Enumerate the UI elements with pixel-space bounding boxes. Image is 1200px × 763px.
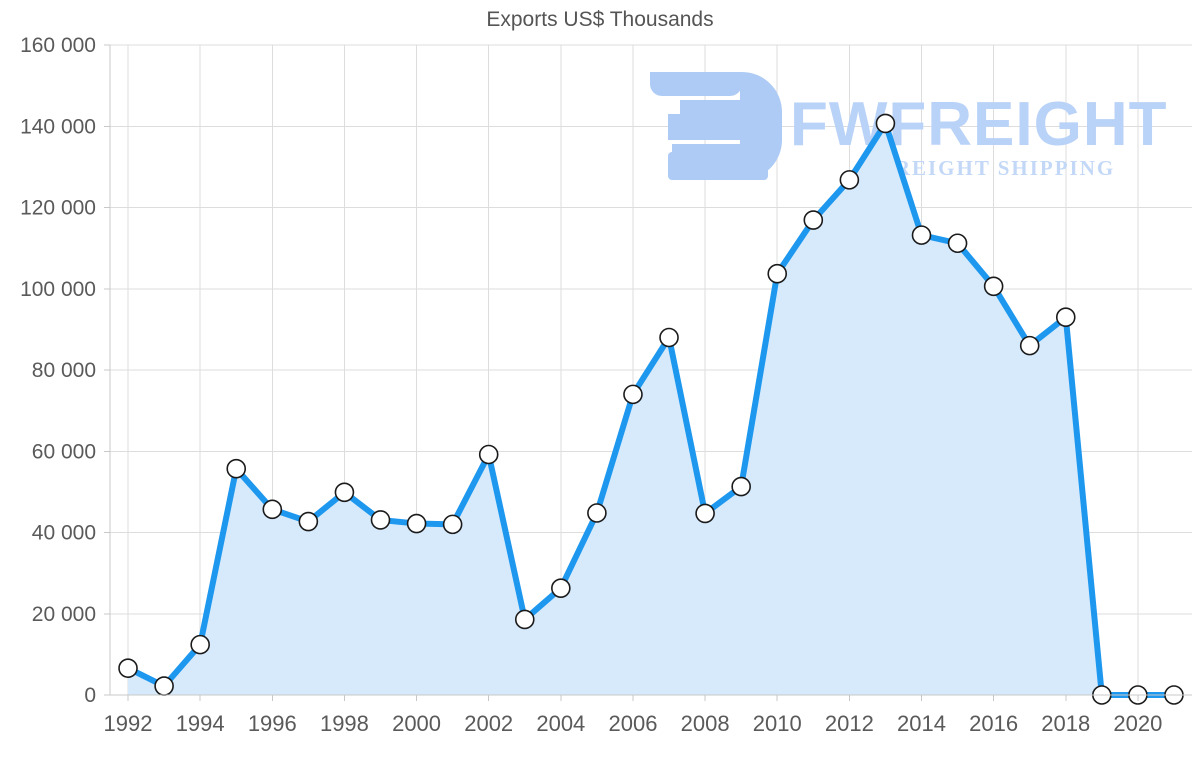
x-tick-label: 2002 xyxy=(464,711,513,736)
series-markers-group xyxy=(118,113,1184,705)
x-tick-label: 1996 xyxy=(248,711,297,736)
data-point-marker[interactable] xyxy=(154,676,174,696)
data-point-marker[interactable] xyxy=(226,458,247,479)
data-point-marker[interactable] xyxy=(442,514,463,535)
data-point-marker[interactable] xyxy=(298,511,319,532)
x-tick-label: 2004 xyxy=(536,711,585,736)
data-point-marker[interactable] xyxy=(406,513,427,534)
data-point-marker[interactable] xyxy=(118,658,138,678)
data-point-marker[interactable] xyxy=(695,503,715,524)
data-point-marker[interactable] xyxy=(875,113,896,134)
y-tick-label: 160 000 xyxy=(20,34,96,57)
data-point-marker[interactable] xyxy=(551,578,571,598)
data-point-marker[interactable] xyxy=(370,510,391,530)
x-tick-label: 2010 xyxy=(753,711,802,736)
logo-bar-middle xyxy=(668,114,782,140)
data-point-marker[interactable] xyxy=(983,276,1004,297)
data-point-marker[interactable] xyxy=(514,609,535,630)
x-tick-label: 2016 xyxy=(969,711,1018,736)
y-tick-label: 20 000 xyxy=(32,603,96,626)
watermark-fwfreight: FWFREIGHT FREIGHT SHIPPING xyxy=(650,72,1168,180)
data-point-marker[interactable] xyxy=(659,327,679,348)
data-point-marker[interactable] xyxy=(911,225,932,245)
y-tick-label: 120 000 xyxy=(20,197,96,220)
data-point-marker[interactable] xyxy=(587,503,607,523)
data-point-marker[interactable] xyxy=(803,210,824,230)
data-point-marker[interactable] xyxy=(478,444,499,465)
y-tick-label: 40 000 xyxy=(32,522,96,545)
data-point-marker[interactable] xyxy=(334,482,355,503)
data-point-marker[interactable] xyxy=(947,233,968,254)
data-point-marker[interactable] xyxy=(1019,335,1040,356)
y-tick-labels-group: 160 000 140 000 120 000 100 000 80 000 60 000… xyxy=(20,34,110,707)
data-point-marker[interactable] xyxy=(767,263,788,284)
logo-bar-top xyxy=(650,72,742,96)
x-tick-label: 1994 xyxy=(176,711,225,736)
data-point-marker[interactable] xyxy=(190,634,210,655)
watermark-tagline-text: FREIGHT SHIPPING xyxy=(880,156,1115,180)
data-point-marker[interactable] xyxy=(623,384,643,405)
watermark-brand-text: FWFREIGHT xyxy=(790,90,1168,159)
logo-bar-bottom xyxy=(668,152,768,180)
chart-title: Exports US$ Thousands xyxy=(486,8,714,31)
series-area-fill xyxy=(128,123,1174,695)
x-tick-label: 1992 xyxy=(104,711,153,736)
x-tick-labels-group: 1992 1994 1996 1998 2000 2002 2004 2006 2008 2010… xyxy=(104,695,1162,736)
data-point-marker[interactable] xyxy=(731,476,751,497)
x-tick-label: 2000 xyxy=(392,711,441,736)
x-tick-label: 1998 xyxy=(320,711,369,736)
x-tick-label: 2020 xyxy=(1113,711,1162,736)
x-tick-label: 2018 xyxy=(1041,711,1090,736)
data-point-marker[interactable] xyxy=(1055,307,1076,327)
y-tick-label: 100 000 xyxy=(20,278,96,301)
x-tick-label: 2014 xyxy=(897,711,946,736)
y-tick-label: 0 xyxy=(84,684,96,707)
y-tick-label: 60 000 xyxy=(32,440,96,463)
x-tick-label: 2008 xyxy=(681,711,730,736)
x-tick-label: 2012 xyxy=(825,711,874,736)
data-point-marker[interactable] xyxy=(839,170,860,190)
y-tick-label: 140 000 xyxy=(20,115,96,138)
data-point-marker[interactable] xyxy=(262,499,283,520)
x-tick-label: 2006 xyxy=(608,711,657,736)
y-tick-label: 80 000 xyxy=(32,359,96,382)
